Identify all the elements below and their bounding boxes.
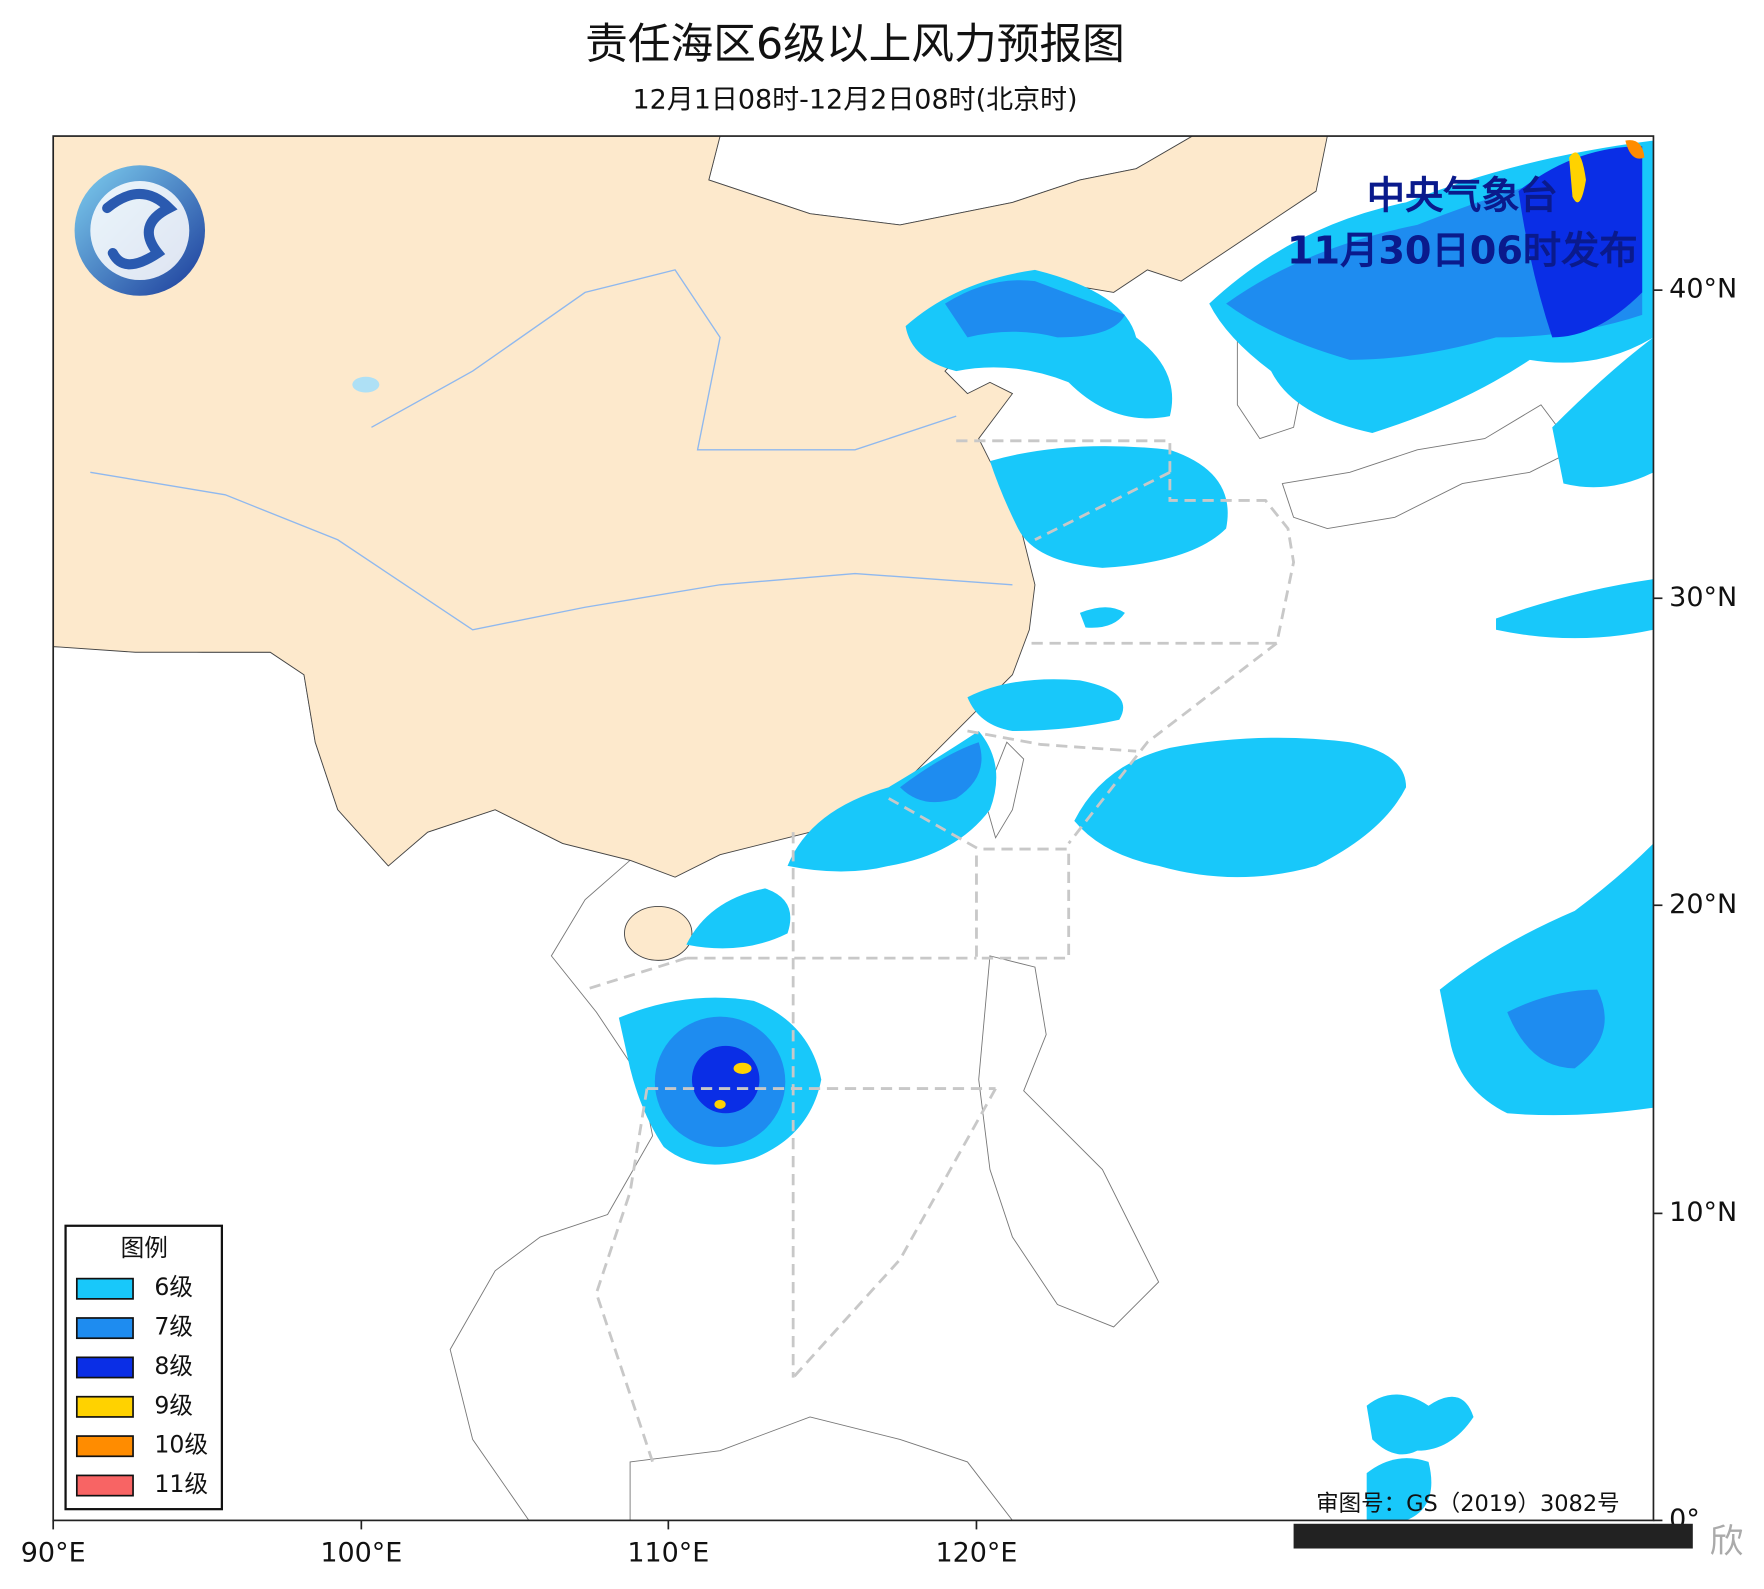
wind-areas (618, 140, 1654, 1521)
wind-area (1496, 579, 1654, 639)
legend-label: 8级 (154, 1352, 193, 1380)
wind-area (944, 280, 1125, 338)
wind-area (967, 679, 1124, 731)
legend-label: 7级 (154, 1313, 193, 1341)
map-body: 中央气象台 11月30日06时发布 审图号：GS（2019）3082号 (53, 136, 1654, 1521)
wind-area (1518, 146, 1643, 338)
legend-label: 11级 (154, 1470, 208, 1498)
legend-swatch (75, 1435, 134, 1458)
lake (352, 376, 380, 393)
river (90, 471, 1013, 631)
wind-area (714, 1099, 726, 1109)
wind-area (691, 1045, 760, 1114)
wind-area (899, 742, 982, 803)
legend-label: 9级 (154, 1391, 193, 1419)
legend-label: 10级 (154, 1431, 208, 1459)
wind-area (1569, 152, 1586, 203)
y-tick-label: 10°N (1669, 1197, 1737, 1228)
legend-label: 6级 (154, 1273, 193, 1301)
wind-area (1552, 337, 1654, 488)
legend-swatch (75, 1474, 134, 1497)
legend-swatch (75, 1356, 134, 1379)
x-tick-label: 110°E (627, 1538, 709, 1569)
approval-number: 审图号：GS（2019）3082号 (1316, 1491, 1620, 1517)
logo (74, 165, 206, 296)
wind-area (1507, 989, 1605, 1069)
y-tick-label: 20°N (1669, 889, 1737, 920)
wind-area (1625, 140, 1645, 159)
title: 责任海区6级以上风力预报图 (585, 20, 1125, 70)
y-tick-label: 30°N (1669, 582, 1737, 613)
wind-area (1074, 737, 1407, 878)
wind-area (1079, 607, 1125, 628)
land-outline (978, 955, 1160, 1328)
hainan (624, 905, 693, 961)
wind-area (1366, 1458, 1432, 1521)
legend-swatch (75, 1277, 134, 1300)
subtitle: 12月1日08时-12月2日08时(北京时) (632, 85, 1077, 116)
x-tick-label: 100°E (320, 1538, 402, 1569)
x-tick-label: 90°E (21, 1538, 86, 1569)
legend-swatch (75, 1395, 134, 1418)
wind-area (1439, 843, 1654, 1116)
wind-area (733, 1062, 752, 1074)
wind-area (1366, 1394, 1474, 1455)
land-outline (629, 1416, 1014, 1521)
sea-zone-boundary (584, 832, 997, 1463)
wind-area (989, 446, 1228, 568)
watermark: 欣 (1710, 1521, 1744, 1560)
sea-zone-boundary (956, 439, 1296, 645)
wind-area (686, 888, 791, 949)
issuer-time: 11月30日06时发布 (1287, 230, 1638, 274)
legend: 图例 6级 7级 8级 9级 10级 11级 (64, 1224, 224, 1511)
watermark-bar (1293, 1523, 1693, 1549)
legend-swatch (75, 1317, 134, 1340)
y-tick-label: 40°N (1669, 274, 1737, 305)
land-outline (1281, 404, 1576, 530)
axes: 90°E 100°E 110°E 120°E40°N30°N20°N10°N0° (21, 274, 1737, 1569)
map-frame (52, 135, 1655, 1522)
issuer-agency: 中央气象台 (1367, 174, 1558, 218)
x-tick-label: 120°E (935, 1538, 1017, 1569)
legend-title: 图例 (121, 1234, 168, 1262)
river (371, 269, 957, 451)
sea-zone-boundary (888, 471, 1278, 960)
